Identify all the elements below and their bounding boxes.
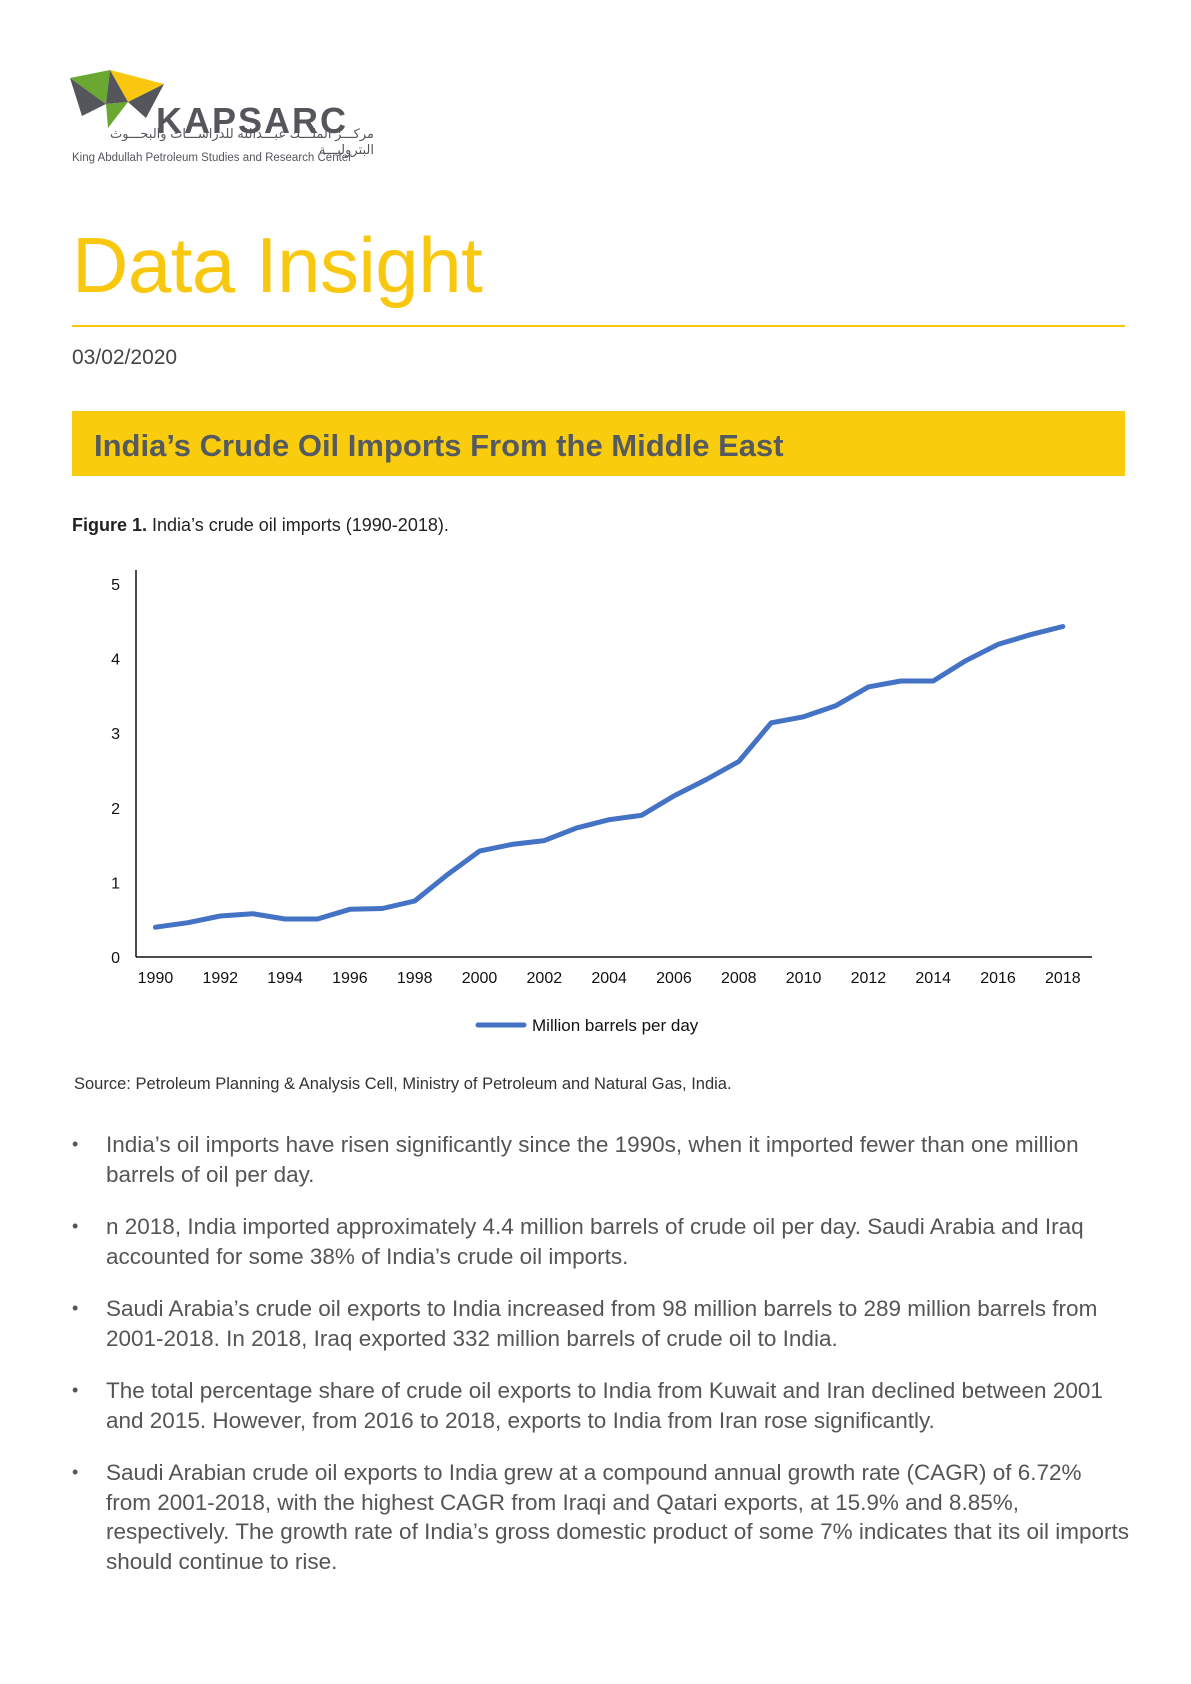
bullet-text: Saudi Arabia’s crude oil exports to Indi… (106, 1296, 1098, 1351)
x-tick-label: 2016 (980, 970, 1016, 987)
publication-date: 03/02/2020 (72, 346, 178, 369)
bullet-text: India’s oil imports have risen significa… (106, 1132, 1079, 1187)
section-title: India’s Crude Oil Imports From the Middl… (94, 428, 784, 463)
x-tick-label: 1990 (138, 970, 174, 987)
x-tick-label: 2006 (656, 970, 692, 987)
x-tick-label: 2014 (915, 970, 951, 987)
bullet-text: The total percentage share of crude oil … (106, 1378, 1103, 1433)
bullet-item: • The total percentage share of crude oil… (72, 1376, 1132, 1435)
brand-subtitle: King Abdullah Petroleum Studies and Rese… (72, 152, 353, 164)
page-title: Data Insight (72, 221, 483, 309)
bullet-marker: • (72, 1462, 79, 1482)
title-divider (72, 325, 1125, 327)
bullet-marker: • (72, 1216, 79, 1236)
brand-arabic-name: مركـــز الملـــك عبـــدالله للدراســـات … (110, 126, 374, 157)
bullet-marker: • (72, 1134, 79, 1154)
bullet-marker: • (72, 1298, 79, 1318)
bullet-text: n 2018, India imported approximately 4.4… (106, 1214, 1084, 1269)
x-tick-label: 2008 (721, 970, 757, 987)
x-tick-label: 1998 (397, 970, 433, 987)
x-tick-label: 2004 (591, 970, 627, 987)
y-tick-label: 5 (111, 577, 120, 594)
brand-name: KAPSARC (156, 100, 349, 141)
x-tick-label: 2000 (462, 970, 498, 987)
x-tick-label: 2010 (786, 970, 822, 987)
x-tick-label: 1994 (267, 970, 303, 987)
kapsarc-logo: KAPSARC مركـــز الملـــك عبـــدالله للدر… (68, 70, 378, 170)
kapsarc-logo-mark-icon (70, 70, 164, 128)
x-tick-label: 2012 (851, 970, 887, 987)
y-tick-label: 4 (111, 652, 120, 669)
figure-caption-text: India’s crude oil imports (1990-2018). (147, 515, 449, 535)
x-tick-label: 2018 (1045, 970, 1081, 987)
bullet-marker: • (72, 1380, 79, 1400)
x-tick-label: 1996 (332, 970, 368, 987)
figure-caption: Figure 1. India’s crude oil imports (199… (72, 515, 449, 536)
bullet-item: • n 2018, India imported approximately 4.… (72, 1212, 1132, 1271)
y-tick-label: 3 (111, 726, 120, 743)
y-tick-label: 2 (111, 801, 120, 818)
bullet-item: • Saudi Arabia’s crude oil exports to Ind… (72, 1294, 1132, 1353)
bullet-text: Saudi Arabian crude oil exports to India… (106, 1460, 1129, 1574)
y-tick-label: 0 (111, 950, 120, 967)
bullet-item: • India’s oil imports have risen signific… (72, 1130, 1132, 1189)
oil-imports-line-chart: 0 1 2 3 4 5 1990 1992 1994 1996 1998 2000 2002 2004 20… (111, 570, 1092, 1035)
x-tick-label: 2002 (527, 970, 563, 987)
legend-label: Million barrels per day (532, 1016, 699, 1035)
x-tick-label: 1992 (202, 970, 238, 987)
insight-bullet-list: • India’s oil imports have risen signific… (72, 1130, 1132, 1599)
figure-label: Figure 1. (72, 515, 148, 535)
section-banner: India’s Crude Oil Imports From the Middl… (72, 411, 1125, 476)
y-tick-label: 1 (111, 875, 120, 892)
source-note: Source: Petroleum Planning & Analysis Ce… (74, 1075, 732, 1093)
series-line (152, 624, 1066, 930)
bullet-item: • Saudi Arabian crude oil exports to Indi… (72, 1458, 1132, 1576)
